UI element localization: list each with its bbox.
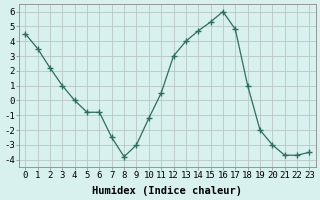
X-axis label: Humidex (Indice chaleur): Humidex (Indice chaleur) [92, 186, 242, 196]
